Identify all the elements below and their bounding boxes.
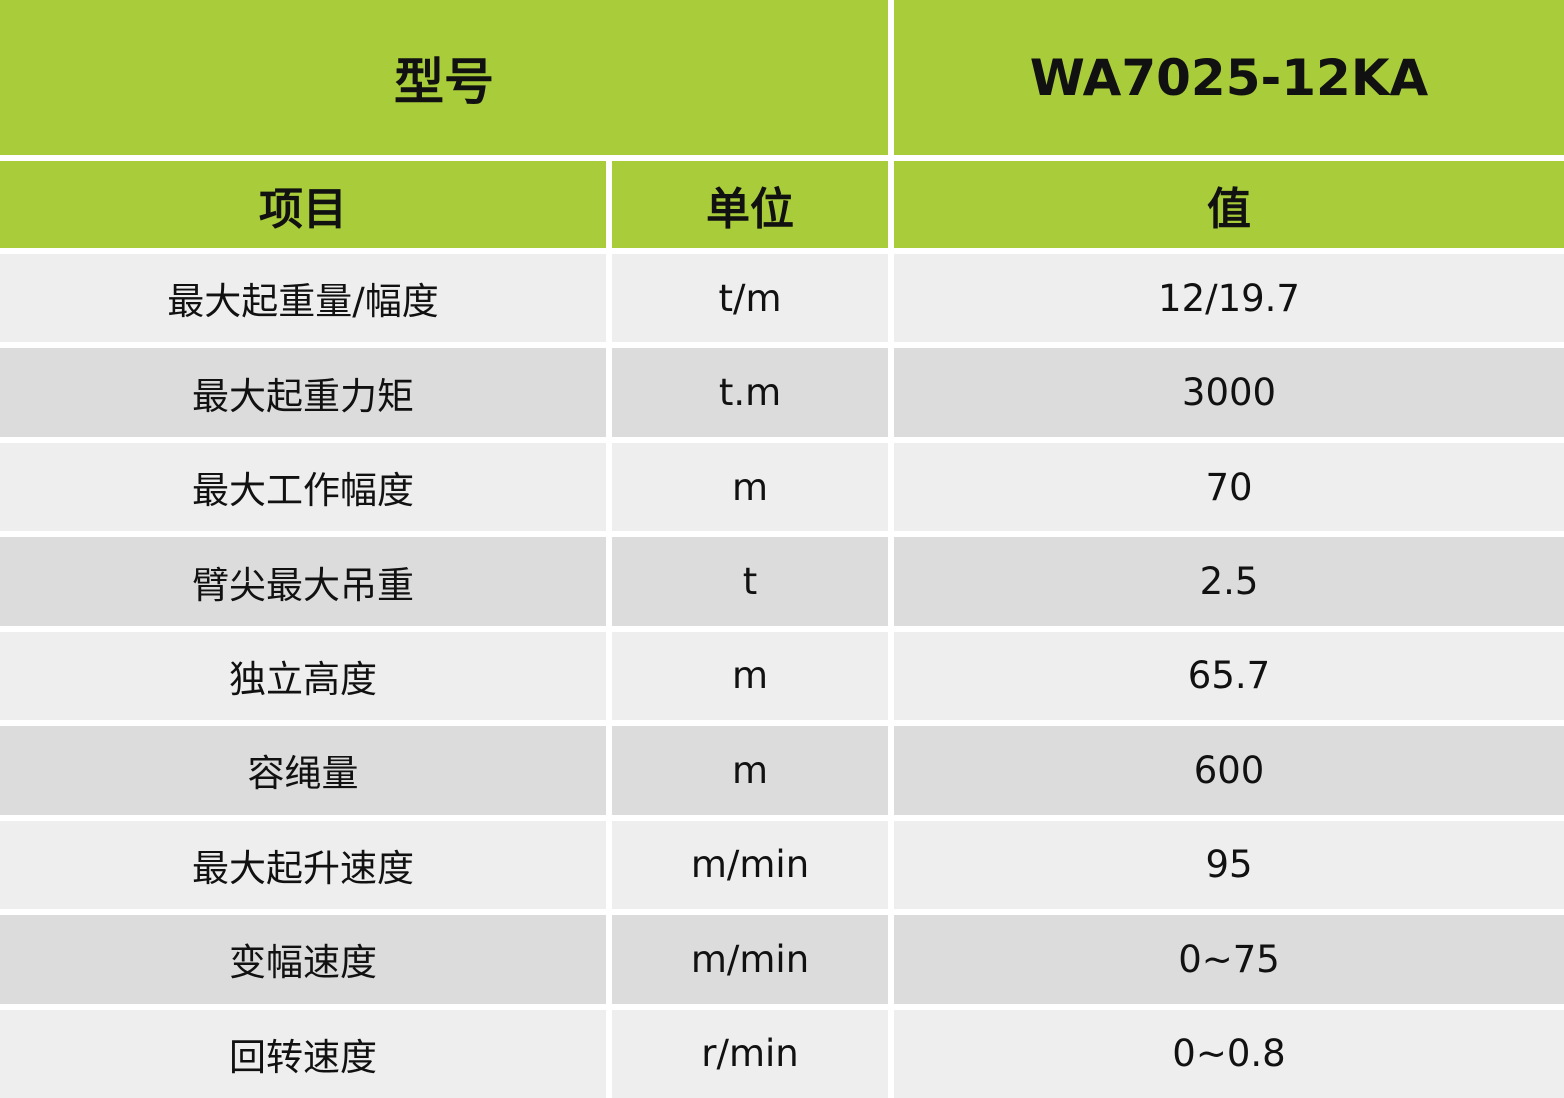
table-cell-unit: m/min bbox=[612, 915, 888, 1004]
table-cell-unit: t/m bbox=[612, 254, 888, 343]
table-cell-value: 12/19.7 bbox=[894, 254, 1564, 343]
table-cell-item: 回转速度 bbox=[0, 1009, 606, 1098]
table-cell-value: 0~0.8 bbox=[894, 1009, 1564, 1098]
table-cell-value: 95 bbox=[894, 820, 1564, 910]
table-cell-unit: t bbox=[612, 537, 888, 626]
table-cell-unit: t.m bbox=[612, 348, 888, 437]
column-header-item: 项目 bbox=[0, 161, 606, 248]
table-cell-unit: m bbox=[612, 631, 888, 721]
table-cell-value: 3000 bbox=[894, 348, 1564, 437]
table-cell-value: 0~75 bbox=[894, 915, 1564, 1004]
table-cell-unit: r/min bbox=[612, 1009, 888, 1098]
column-header-unit: 单位 bbox=[612, 161, 888, 248]
table-cell-item: 独立高度 bbox=[0, 631, 606, 721]
table-cell-item: 变幅速度 bbox=[0, 915, 606, 1004]
model-label: 型号 bbox=[0, 0, 888, 155]
table-cell-value: 65.7 bbox=[894, 631, 1564, 721]
table-cell-item: 最大起重量/幅度 bbox=[0, 254, 606, 343]
table-cell-item: 最大起重力矩 bbox=[0, 348, 606, 437]
model-value: WA7025-12KA bbox=[894, 0, 1564, 155]
column-header-value: 值 bbox=[894, 161, 1564, 248]
table-cell-unit: m bbox=[612, 726, 888, 815]
table-cell-item: 最大工作幅度 bbox=[0, 442, 606, 532]
table-cell-value: 2.5 bbox=[894, 537, 1564, 626]
table-cell-item: 最大起升速度 bbox=[0, 820, 606, 910]
table-cell-unit: m bbox=[612, 442, 888, 532]
table-cell-value: 70 bbox=[894, 442, 1564, 532]
table-cell-item: 臂尖最大吊重 bbox=[0, 537, 606, 626]
table-cell-unit: m/min bbox=[612, 820, 888, 910]
table-cell-item: 容绳量 bbox=[0, 726, 606, 815]
table-cell-value: 600 bbox=[894, 726, 1564, 815]
